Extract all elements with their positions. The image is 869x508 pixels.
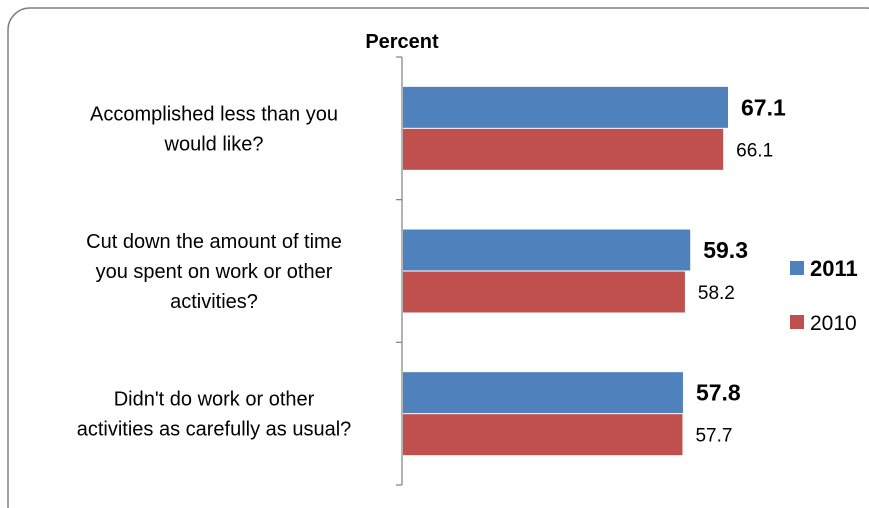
bar-2011 — [403, 372, 683, 414]
category-label: would like? — [164, 133, 264, 155]
legend-swatch-2010 — [790, 315, 804, 329]
category-label: you spent on work or other — [96, 261, 333, 283]
data-label-2010: 58.2 — [698, 283, 735, 304]
category-label: Didn't do work or other — [114, 389, 315, 411]
bar-2010 — [403, 414, 683, 456]
bar-2011 — [403, 229, 691, 271]
bar-2011 — [403, 86, 728, 128]
data-label-2011: 59.3 — [703, 237, 748, 263]
data-label-2011: 57.8 — [696, 380, 741, 406]
data-label-2010: 57.7 — [695, 426, 732, 447]
category-label: Cut down the amount of time — [86, 231, 342, 253]
data-label-2011: 67.1 — [741, 94, 786, 120]
legend-label-2010: 2010 — [810, 312, 857, 335]
category-label: activities? — [170, 291, 258, 313]
data-label-2010: 66.1 — [736, 140, 773, 161]
chart-title: Percent — [365, 31, 439, 53]
category-label: activities as carefully as usual? — [77, 419, 352, 441]
legend-swatch-2011 — [790, 261, 804, 275]
bar-2010 — [403, 271, 685, 313]
legend-label-2011: 2011 — [810, 256, 858, 281]
bar-2010 — [403, 128, 724, 170]
category-label: Accomplished less than you — [90, 103, 338, 125]
